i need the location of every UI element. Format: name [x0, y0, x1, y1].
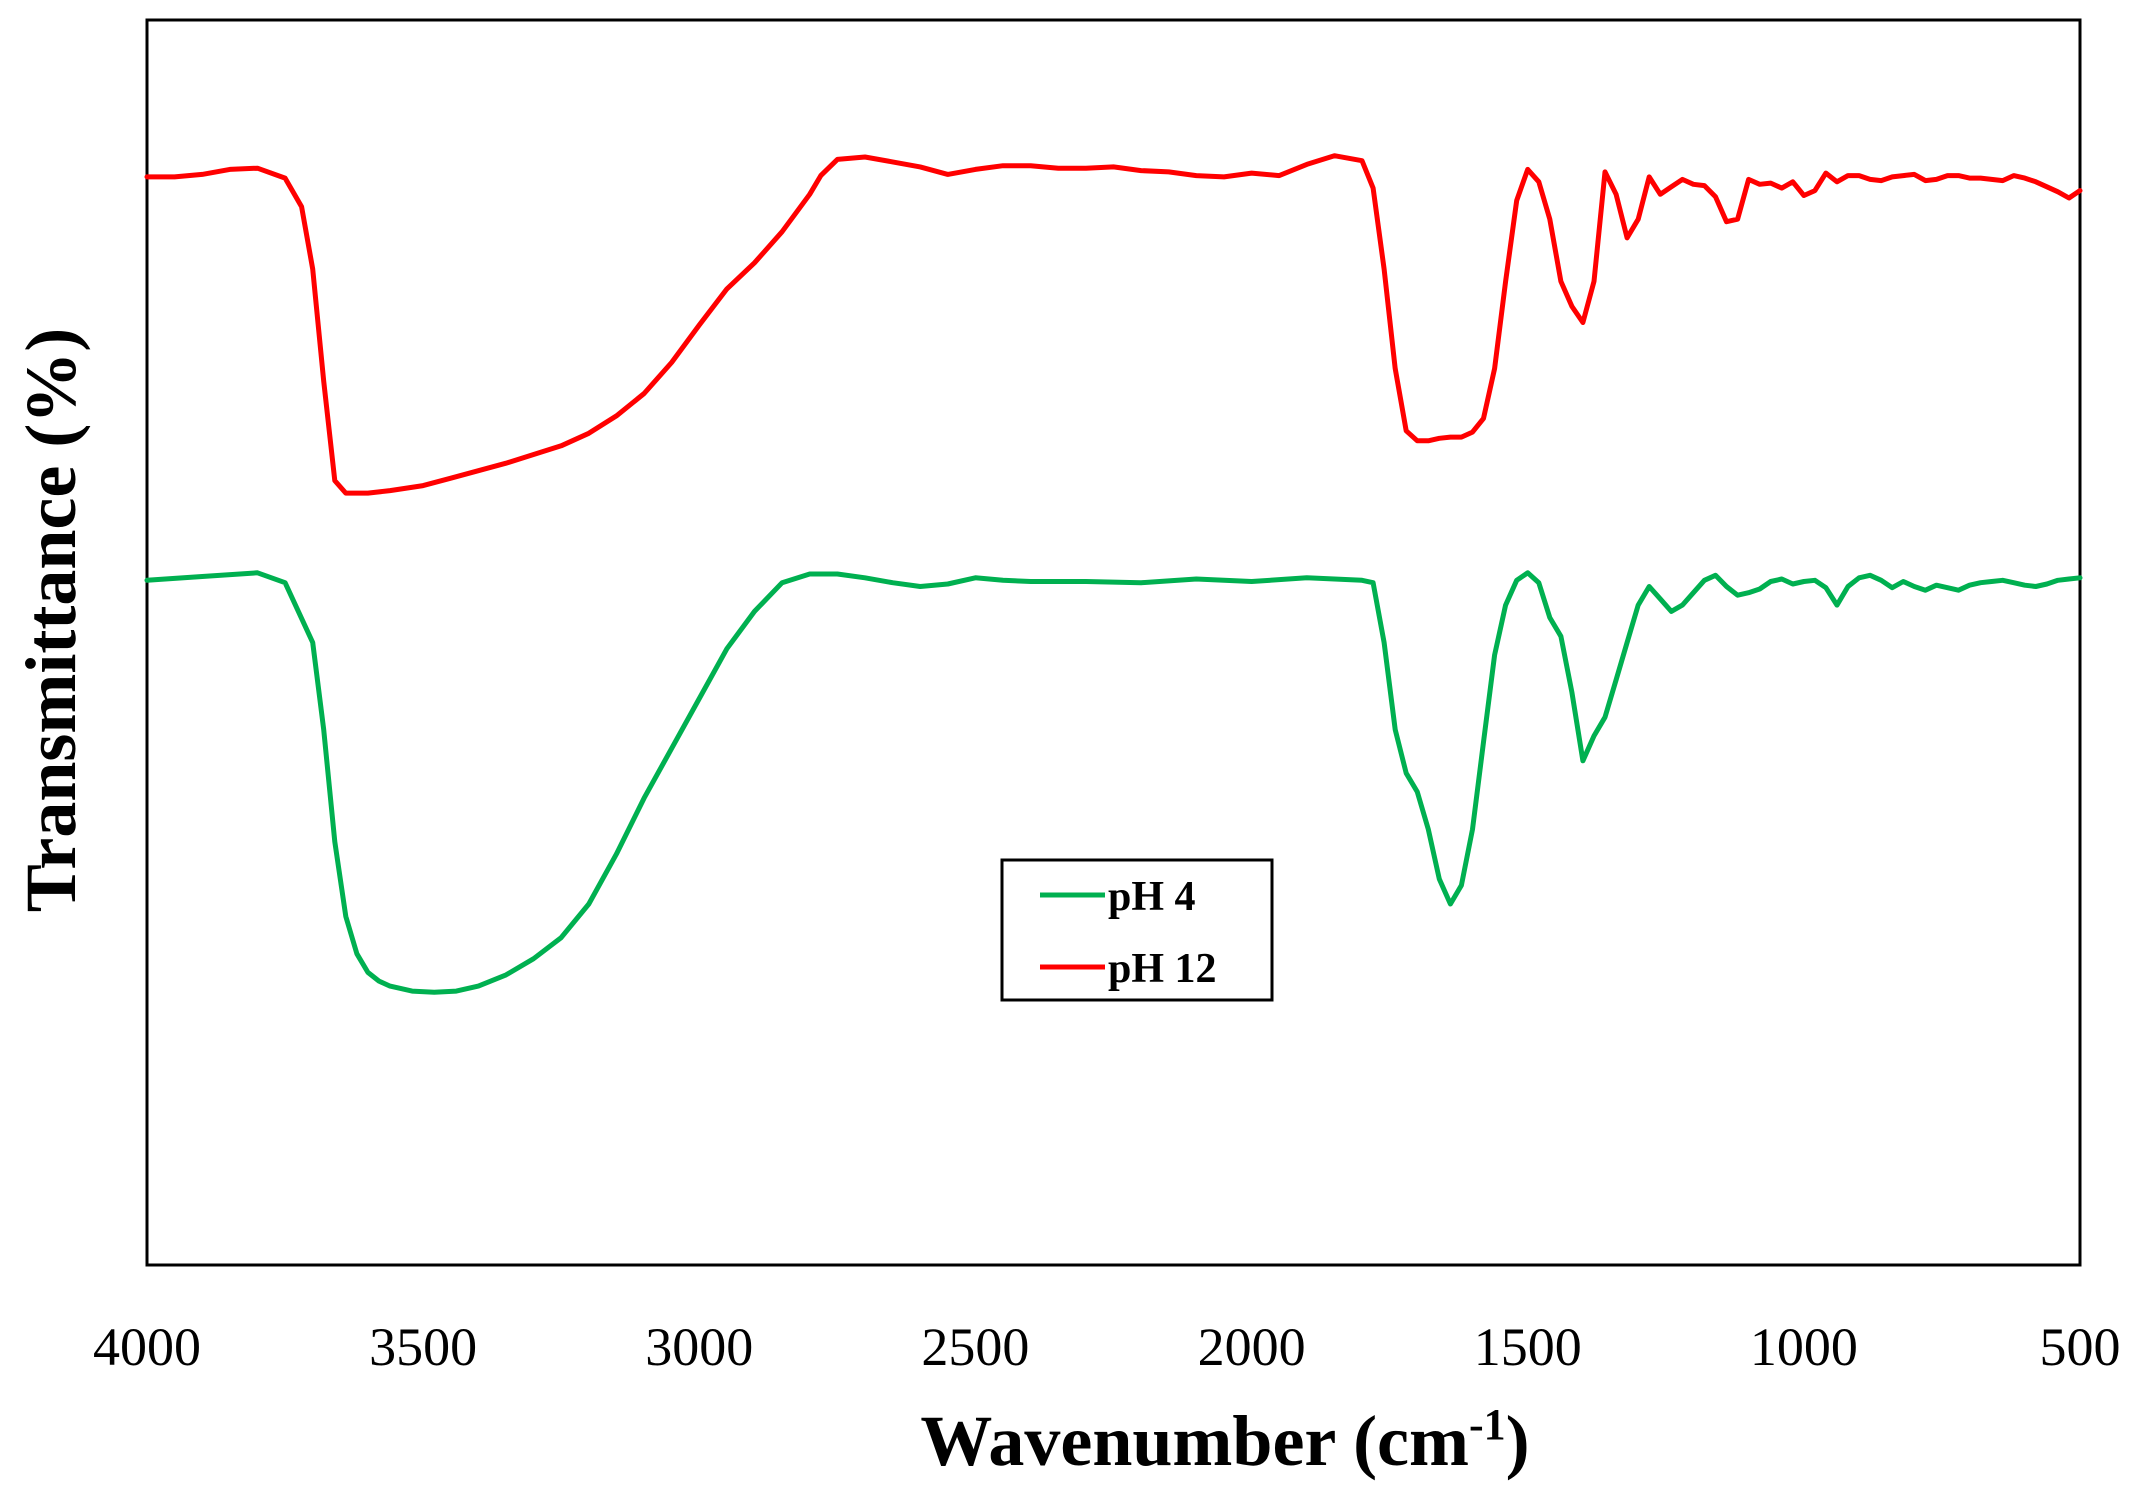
- legend: pH 4 pH 12: [1000, 858, 1274, 1002]
- x-tick-label-1500: 1500: [1474, 1317, 1582, 1377]
- x-tick-label-500: 500: [2040, 1317, 2121, 1377]
- series-line-ph4: [144, 570, 2083, 995]
- x-axis-title-main: Wavenumber (cm: [920, 1401, 1469, 1481]
- x-axis-title-close: ): [1506, 1401, 1530, 1481]
- plot-frame: [145, 18, 2082, 1267]
- x-tick-label-3500: 3500: [369, 1317, 477, 1377]
- x-tick-label-4000: 4000: [93, 1317, 201, 1377]
- x-tick-label-2500: 2500: [921, 1317, 1029, 1377]
- x-tick-labels: 4000 3500 3000 2500 2000 1500 1000 500: [93, 1317, 2121, 1377]
- series-layer: [144, 153, 2083, 995]
- legend-box: [1000, 858, 1274, 1002]
- y-axis-title: Transmittance (%): [11, 328, 91, 913]
- x-tick-label-3000: 3000: [645, 1317, 753, 1377]
- x-axis-title: Wavenumber (cm-1): [920, 1400, 1529, 1481]
- x-tick-label-2000: 2000: [1198, 1317, 1306, 1377]
- legend-label-ph12: pH 12: [1108, 946, 1217, 992]
- x-axis-title-superscript: -1: [1469, 1400, 1506, 1449]
- x-tick-label-1000: 1000: [1750, 1317, 1858, 1377]
- legend-label-ph4: pH 4: [1108, 874, 1196, 920]
- series-line-ph12: [144, 153, 2083, 496]
